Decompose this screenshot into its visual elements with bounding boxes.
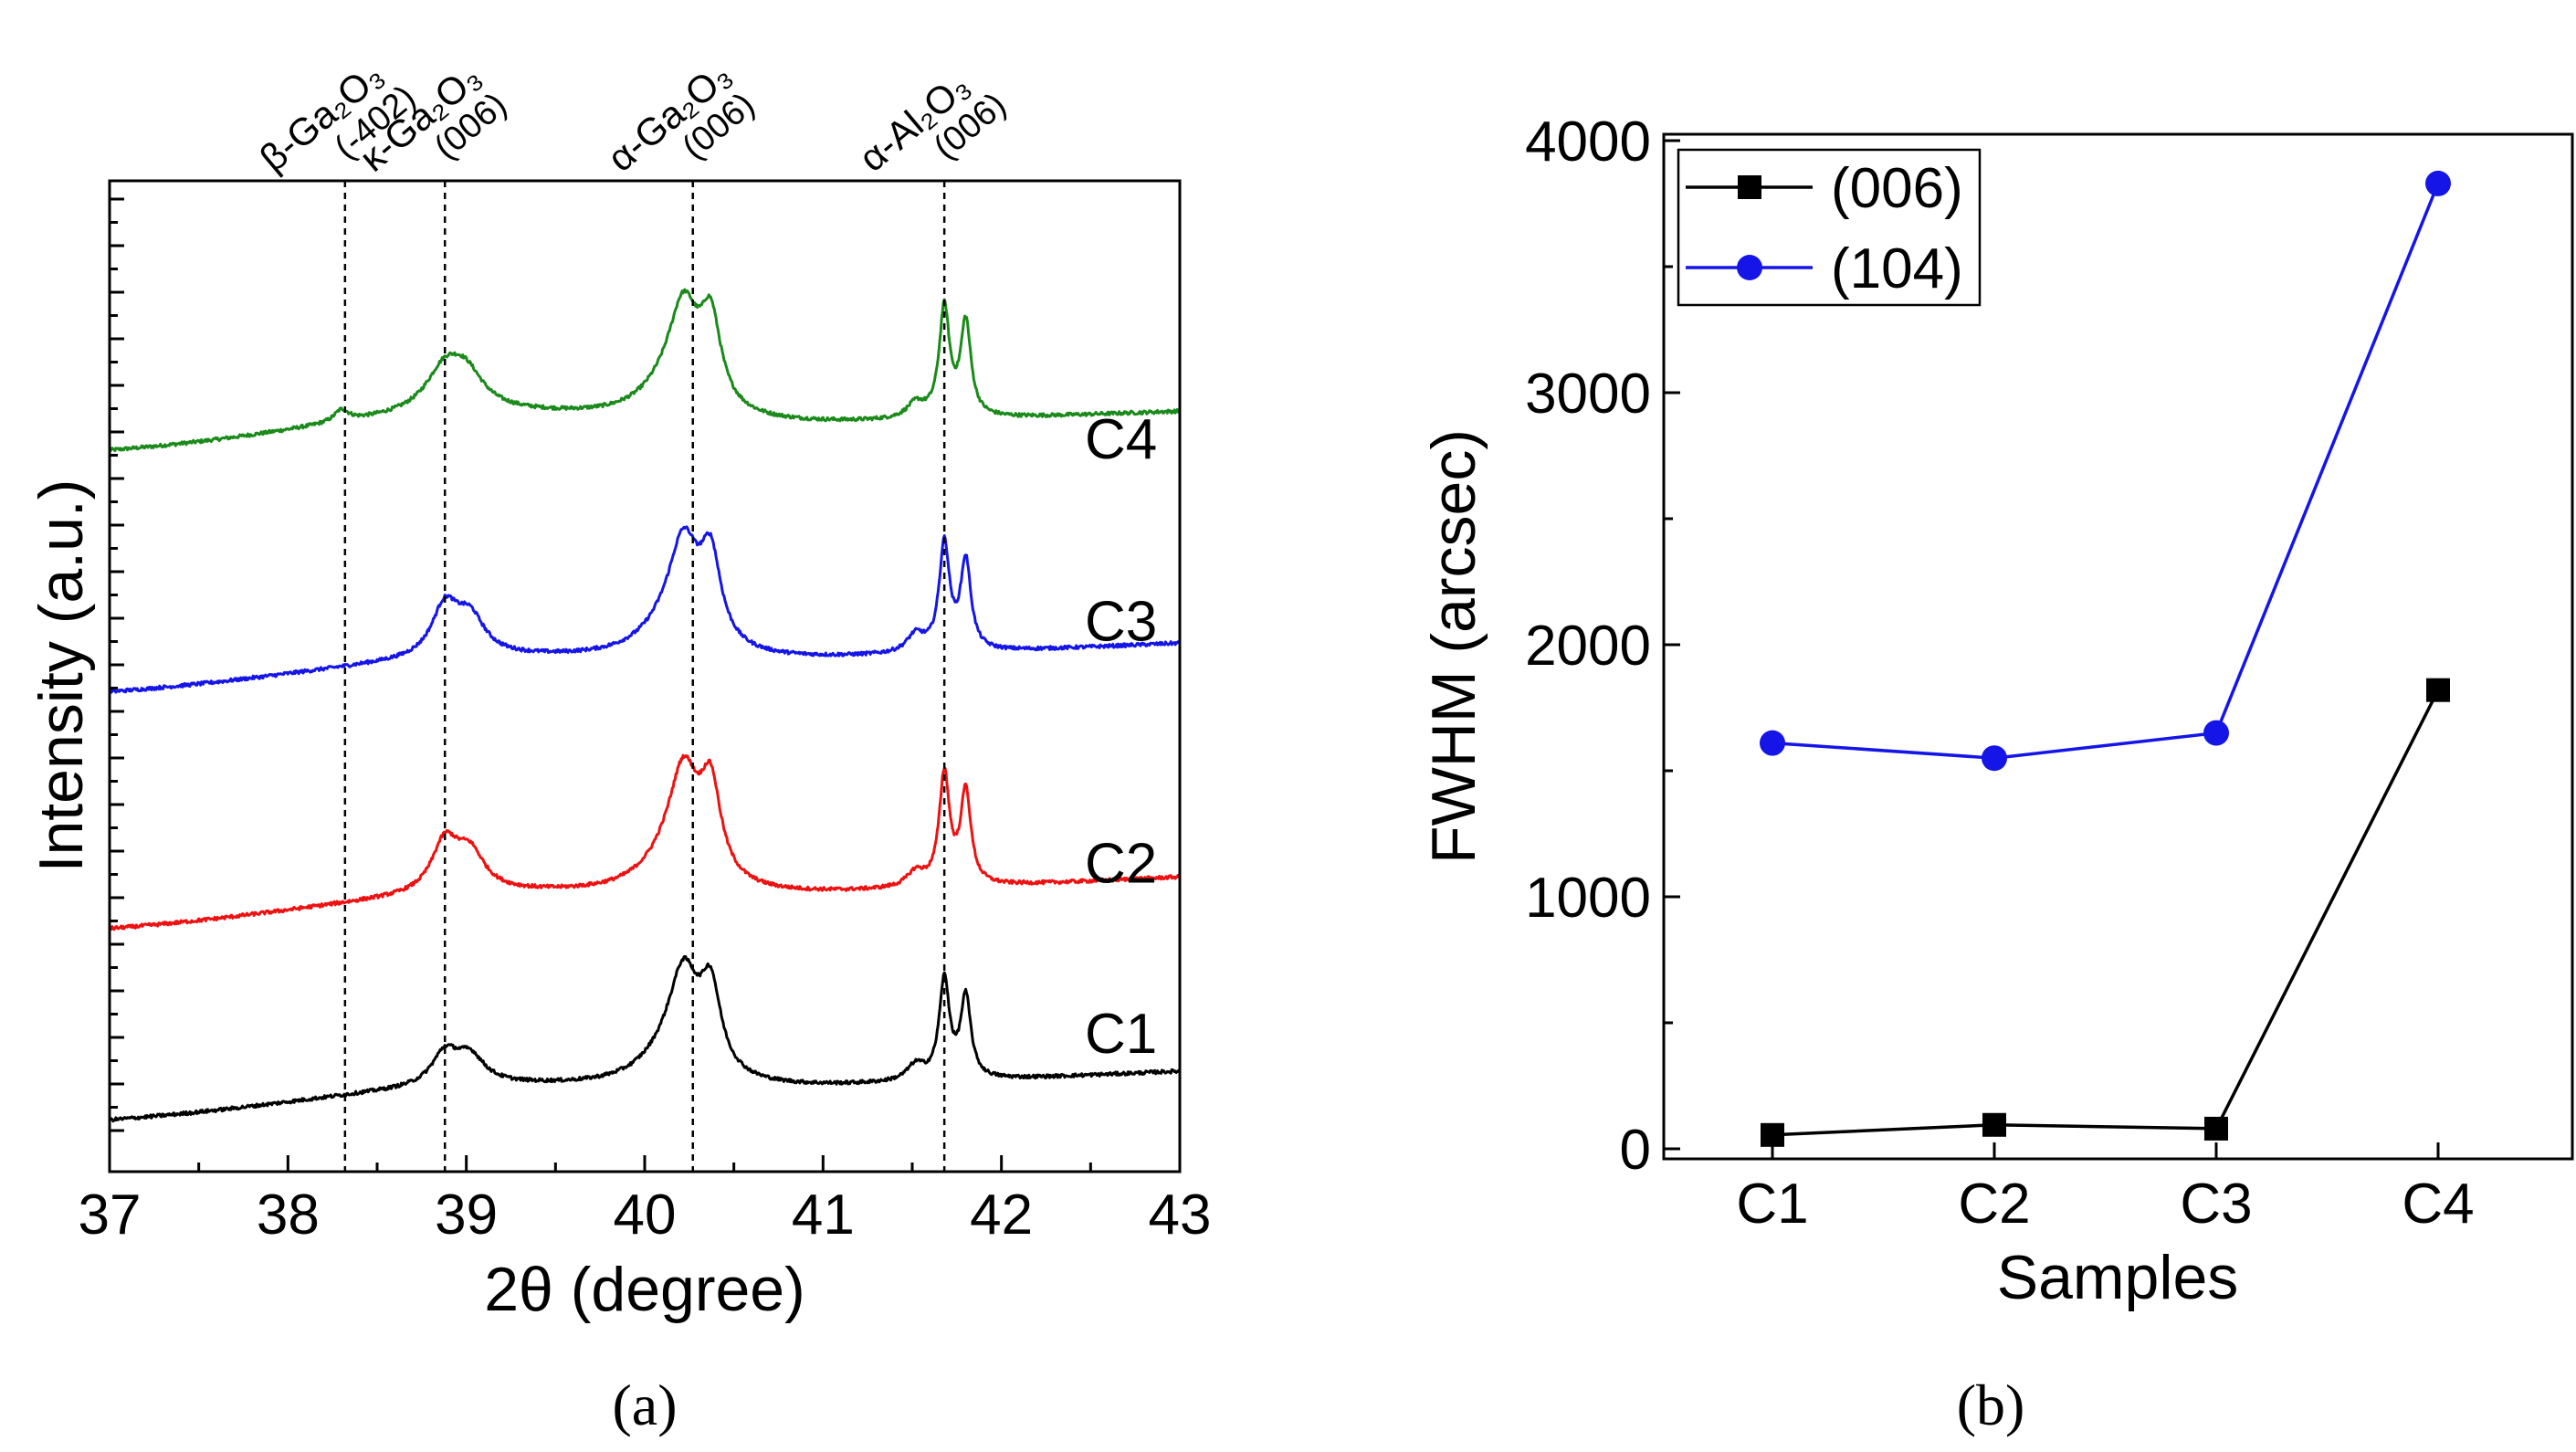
series-line-c3 <box>108 525 1182 694</box>
legend-marker-square <box>1738 175 1761 199</box>
x-tick-label: C4 <box>2402 1173 2474 1236</box>
x-tick-label: 39 <box>435 1184 498 1247</box>
chart-a-plot-frame <box>108 179 1182 1173</box>
x-tick-label: C2 <box>1958 1173 2030 1236</box>
chart-b-legend: (006) (104) <box>1677 148 1982 307</box>
data-point-104 <box>1982 745 2007 772</box>
series-line-c2 <box>108 753 1181 931</box>
y-tick-label: 2000 <box>1525 615 1651 678</box>
series-line-c4 <box>108 288 1181 453</box>
legend-label: (006) <box>1831 157 1963 220</box>
chart-a-reference-lines <box>343 181 946 1172</box>
y-tick-label: 1000 <box>1525 867 1651 930</box>
chart-b-ticks: C1 C2 C3 C4 0 1000 2000 3000 4000 <box>1525 110 2475 1236</box>
chart-a-y-axis-label: Intensity (a.u.) <box>26 479 96 873</box>
chart-a: β-Ga₂O₃(-402)κ-Ga₂O₃(006) α-Ga₂O₃(006) α-A… <box>26 53 1211 1437</box>
x-tick-label: C1 <box>1736 1173 1808 1236</box>
x-tick-label: C3 <box>2180 1173 2252 1236</box>
chart-b-x-axis-label: Samples <box>1997 1243 2239 1312</box>
data-point-104 <box>2203 720 2229 746</box>
series-line-c1 <box>108 954 1182 1123</box>
chart-a-ticks: 37 38 39 40 41 42 43 <box>79 197 1212 1247</box>
chart-b-series-group <box>1760 170 2451 1147</box>
series-label-c3: C3 <box>1085 591 1157 654</box>
x-tick-label: 40 <box>614 1184 677 1247</box>
chart-a-reference-labels: β-Ga₂O₃(-402)κ-Ga₂O₃(006) α-Ga₂O₃(006) α-A… <box>251 53 1013 180</box>
x-tick-label: 42 <box>970 1184 1033 1247</box>
caption-a: (a) <box>612 1373 677 1437</box>
data-point-104 <box>1760 730 1785 756</box>
caption-b: (b) <box>1957 1373 2025 1437</box>
x-tick-label: 41 <box>792 1184 855 1247</box>
chart-b: C1 C2 C3 C4 0 1000 2000 3000 4000 (006) (104) Sam… <box>1419 110 2574 1437</box>
data-point-104 <box>2425 170 2451 196</box>
x-tick-label: 43 <box>1149 1184 1212 1247</box>
chart-a-series-group <box>108 288 1182 1123</box>
y-tick-label: 0 <box>1620 1119 1651 1182</box>
series-label-c4: C4 <box>1085 408 1157 471</box>
x-tick-label: 37 <box>79 1184 142 1247</box>
y-tick-label: 3000 <box>1525 363 1651 426</box>
data-point-006 <box>2204 1116 2228 1141</box>
chart-b-y-axis-label: FWHM (arcsec) <box>1419 429 1488 864</box>
chart-a-series-labels: C4 C3 C2 C1 <box>1085 408 1157 1066</box>
legend-label: (104) <box>1831 237 1963 300</box>
data-point-006 <box>1982 1112 2006 1137</box>
legend-box <box>1677 148 1982 307</box>
x-tick-label: 38 <box>257 1184 320 1247</box>
series-label-c1: C1 <box>1085 1003 1157 1066</box>
series-line-006 <box>1772 689 2440 1137</box>
chart-b-plot-frame <box>1662 132 2574 1161</box>
data-point-006 <box>2426 678 2450 702</box>
legend-marker-circle <box>1737 255 1762 280</box>
chart-a-x-axis-label: 2θ (degree) <box>484 1255 805 1324</box>
series-label-c2: C2 <box>1085 832 1157 895</box>
series-line-104 <box>1772 183 2440 760</box>
y-tick-label: 4000 <box>1525 110 1651 174</box>
